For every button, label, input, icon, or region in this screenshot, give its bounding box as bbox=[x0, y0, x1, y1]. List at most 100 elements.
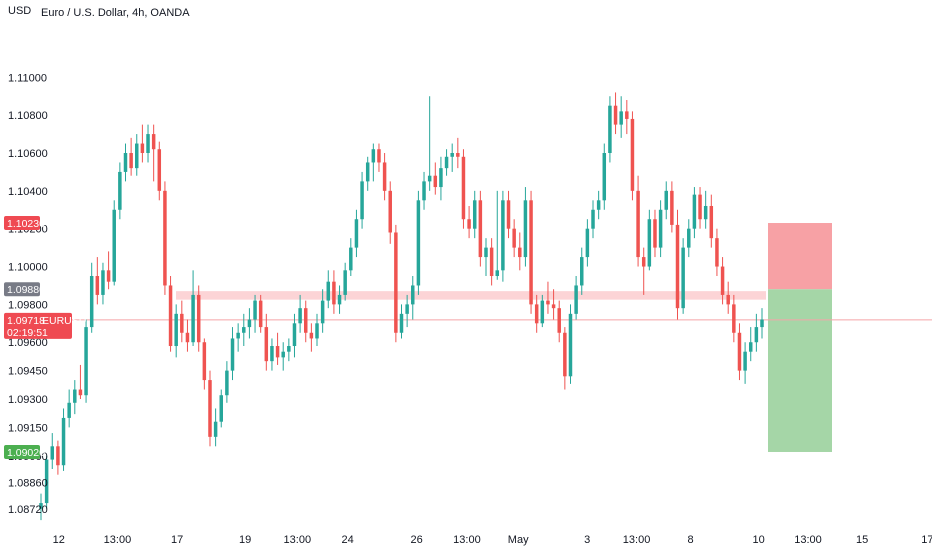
candle-body bbox=[163, 190, 167, 286]
candle-body bbox=[84, 327, 88, 396]
candle bbox=[427, 96, 432, 191]
candle bbox=[472, 190, 477, 239]
candle bbox=[146, 124, 150, 163]
candle bbox=[326, 270, 331, 309]
candle-body bbox=[489, 247, 494, 276]
candle bbox=[191, 270, 195, 347]
candle bbox=[377, 143, 381, 172]
candle bbox=[641, 247, 646, 295]
candle-body bbox=[636, 190, 640, 258]
candle-body bbox=[61, 417, 66, 466]
price-tick-label: 1.11000 bbox=[8, 72, 47, 84]
candle-body bbox=[202, 342, 207, 381]
candle-body bbox=[433, 175, 438, 188]
candle-body bbox=[540, 300, 545, 324]
candle bbox=[501, 190, 505, 282]
candle bbox=[613, 92, 618, 135]
candle bbox=[247, 308, 252, 339]
time-axis[interactable]: 12 13:00 17 19 13:00 24 26 13:00 May 3 13:00 8 10 13:… bbox=[53, 534, 932, 546]
candle-body bbox=[630, 118, 635, 191]
candle bbox=[405, 294, 409, 328]
candle bbox=[754, 313, 759, 352]
candle-body bbox=[427, 175, 432, 182]
candle bbox=[337, 285, 342, 314]
candle-body bbox=[67, 402, 71, 418]
candle-body bbox=[613, 105, 618, 125]
candle-body bbox=[292, 323, 297, 347]
candle bbox=[157, 141, 162, 201]
candle-body bbox=[185, 332, 190, 343]
candle bbox=[743, 342, 747, 384]
candle-body bbox=[703, 205, 708, 220]
time-tick-label: 15 bbox=[856, 534, 868, 546]
candle bbox=[720, 257, 725, 305]
candle bbox=[551, 289, 556, 320]
candle-body bbox=[213, 421, 218, 437]
candle-body bbox=[585, 228, 590, 258]
candle bbox=[101, 262, 105, 305]
candle bbox=[433, 162, 438, 195]
time-tick-label: 13:00 bbox=[104, 534, 132, 546]
candle-body bbox=[591, 209, 595, 229]
candle bbox=[489, 238, 494, 286]
time-tick-label: 26 bbox=[410, 534, 422, 546]
candle bbox=[467, 205, 471, 239]
candle-body bbox=[298, 308, 302, 324]
candle-body bbox=[512, 228, 516, 248]
candle bbox=[495, 190, 500, 280]
candle bbox=[78, 364, 83, 399]
candle-body bbox=[73, 389, 77, 403]
candle bbox=[56, 440, 60, 475]
candle bbox=[320, 289, 325, 333]
candle bbox=[394, 224, 398, 343]
candle-body bbox=[478, 200, 483, 258]
candle-body bbox=[118, 171, 122, 210]
candle bbox=[737, 323, 742, 381]
candle-body bbox=[726, 294, 730, 305]
candle-body bbox=[715, 238, 719, 267]
candle bbox=[732, 294, 736, 343]
candle bbox=[388, 181, 392, 244]
candle-body bbox=[602, 153, 607, 201]
candle bbox=[281, 342, 285, 371]
candle-body bbox=[135, 143, 139, 169]
candle-body bbox=[619, 111, 623, 125]
candle bbox=[89, 262, 94, 333]
candle bbox=[84, 319, 88, 403]
candle-body bbox=[303, 308, 308, 333]
candle bbox=[692, 187, 697, 239]
candle-body bbox=[608, 105, 612, 153]
candle bbox=[518, 232, 522, 271]
candle-body bbox=[506, 200, 511, 229]
candle bbox=[630, 111, 635, 201]
candle bbox=[636, 175, 640, 267]
candle-body bbox=[196, 294, 201, 343]
price-tick-label: 1.08860 bbox=[8, 477, 48, 489]
candle-body bbox=[720, 266, 725, 295]
candle-body bbox=[236, 332, 240, 339]
badge-upper: 1.10230 bbox=[4, 216, 45, 231]
candle bbox=[213, 408, 218, 447]
candle-body bbox=[360, 181, 364, 220]
candle-body bbox=[382, 162, 387, 191]
candle-body bbox=[315, 323, 319, 339]
candle-body bbox=[422, 181, 426, 201]
candle-body bbox=[343, 270, 347, 295]
candle bbox=[580, 247, 584, 295]
candle bbox=[675, 209, 680, 320]
candle bbox=[523, 187, 528, 267]
candle bbox=[619, 96, 623, 138]
stop-loss-zone bbox=[768, 223, 832, 290]
candle-body bbox=[501, 200, 505, 271]
candle-body bbox=[472, 200, 477, 229]
candle bbox=[411, 276, 415, 320]
candle-body bbox=[450, 153, 454, 157]
price-tick-label: 1.10600 bbox=[8, 148, 48, 160]
candle bbox=[444, 149, 449, 176]
candle-body bbox=[123, 153, 128, 172]
candle bbox=[591, 200, 595, 239]
candle-body bbox=[388, 190, 392, 233]
candle bbox=[354, 209, 359, 258]
candle bbox=[540, 294, 545, 328]
